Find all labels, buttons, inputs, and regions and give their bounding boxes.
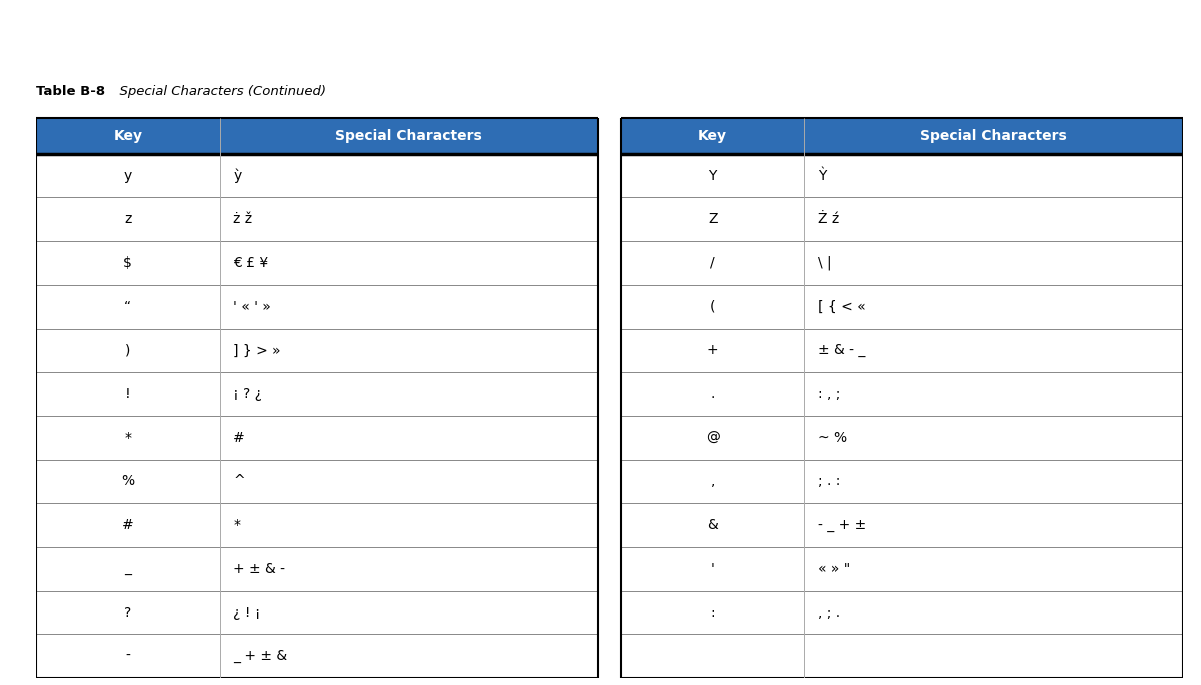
Text: + ± & -: + ± & - <box>233 562 286 576</box>
Text: ?: ? <box>124 606 131 620</box>
Text: :: : <box>711 606 715 620</box>
Text: -: - <box>125 649 130 663</box>
Text: ' « ' »: ' « ' » <box>233 299 271 314</box>
Text: : , ;: : , ; <box>818 387 841 401</box>
Text: _: _ <box>124 562 131 576</box>
Text: Special Characters: Special Characters <box>335 129 482 143</box>
Text: \ |: \ | <box>818 256 832 270</box>
Text: ¿ ! ¡: ¿ ! ¡ <box>233 606 261 620</box>
Text: .: . <box>711 387 715 401</box>
Text: /: / <box>711 256 715 270</box>
Text: Special Characters: Special Characters <box>920 129 1068 143</box>
Text: %: % <box>121 475 135 488</box>
Text: “: “ <box>124 299 131 314</box>
Text: - _ + ±: - _ + ± <box>818 518 866 532</box>
Bar <box>621 118 1183 153</box>
Text: ỳ: ỳ <box>233 169 241 183</box>
Text: +: + <box>707 343 718 358</box>
Text: Ỳ: Ỳ <box>818 169 826 183</box>
Text: Key: Key <box>113 129 142 143</box>
Text: Z: Z <box>707 212 717 226</box>
Text: Key: Key <box>698 129 728 143</box>
Text: Ż ź: Ż ź <box>818 212 839 226</box>
Text: z: z <box>124 212 131 226</box>
Text: Table B-8: Table B-8 <box>36 85 106 98</box>
Text: « » ": « » " <box>818 562 850 576</box>
Text: y: y <box>124 169 132 183</box>
Text: #: # <box>123 518 133 532</box>
Text: ] } > »: ] } > » <box>233 343 281 358</box>
Text: [ { < «: [ { < « <box>818 299 866 314</box>
Text: B - 16   MC55A0/MC55N0 Enterprise Digital Assistant User Guide: B - 16 MC55A0/MC55N0 Enterprise Digital … <box>30 25 737 44</box>
Text: Special Characters (Continued): Special Characters (Continued) <box>110 85 325 98</box>
Text: @: @ <box>706 431 719 445</box>
Text: &: & <box>707 518 718 532</box>
Text: !: ! <box>125 387 131 401</box>
Text: , ; .: , ; . <box>818 606 841 620</box>
Bar <box>36 118 598 153</box>
Text: *: * <box>124 431 131 445</box>
Text: _ + ± &: _ + ± & <box>233 649 287 663</box>
Text: Y: Y <box>709 169 717 183</box>
Text: *: * <box>233 518 240 532</box>
Text: #: # <box>233 431 245 445</box>
Text: ż ž: ż ž <box>233 212 252 226</box>
Text: € £ ¥: € £ ¥ <box>233 256 269 270</box>
Text: ± & - _: ± & - _ <box>818 343 866 358</box>
Text: ,: , <box>711 475 715 488</box>
Text: ¡ ? ¿: ¡ ? ¿ <box>233 387 262 401</box>
Text: ': ' <box>711 562 715 576</box>
Text: $: $ <box>124 256 132 270</box>
Text: ~ %: ~ % <box>818 431 848 445</box>
Text: ): ) <box>125 343 131 358</box>
Text: ^: ^ <box>233 475 245 488</box>
Text: ; . :: ; . : <box>818 475 841 488</box>
Text: (: ( <box>710 299 716 314</box>
